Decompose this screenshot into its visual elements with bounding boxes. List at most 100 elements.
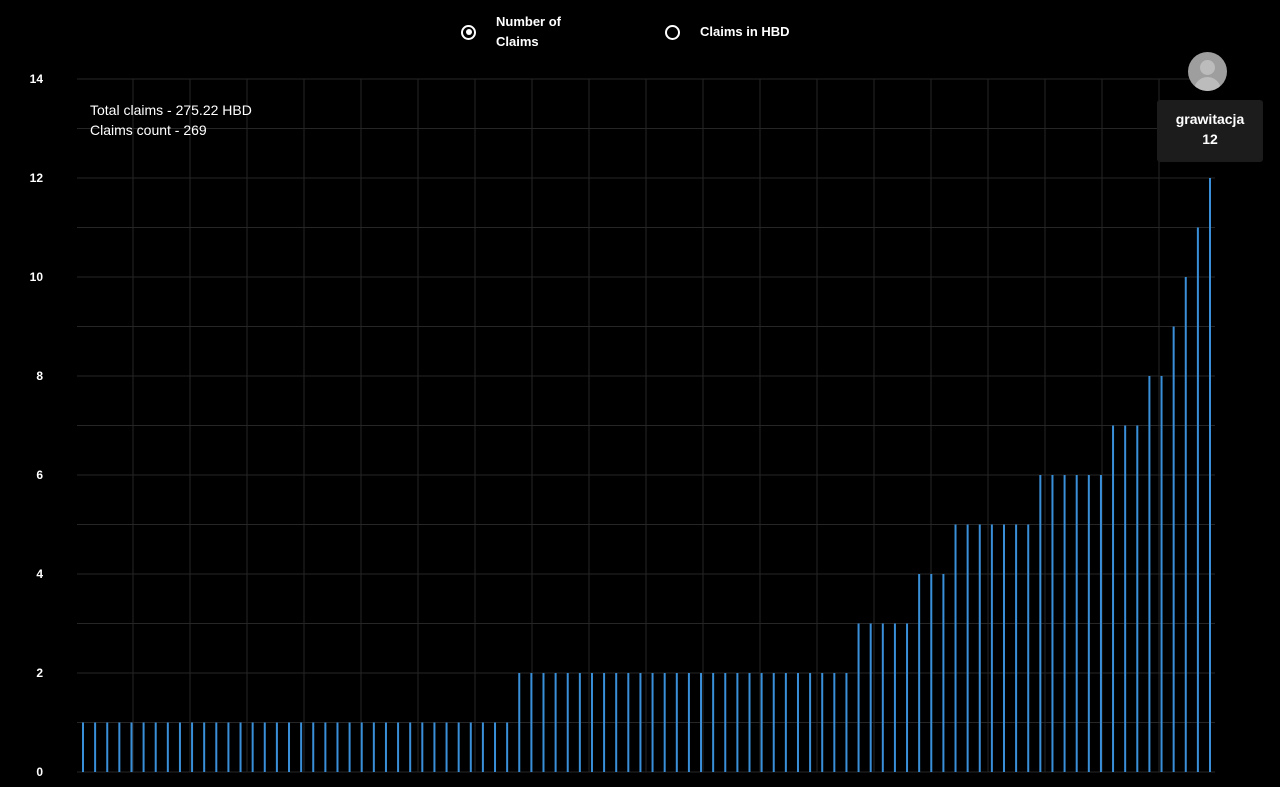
chart-bar[interactable] <box>590 673 593 772</box>
chart-bar[interactable] <box>1172 326 1175 773</box>
chart-bar[interactable] <box>82 722 84 773</box>
chart-bar[interactable] <box>1099 475 1102 772</box>
chart-bar[interactable] <box>203 722 206 773</box>
chart-bar[interactable] <box>130 722 133 773</box>
chart-bar[interactable] <box>748 673 751 772</box>
chart-bar[interactable] <box>239 722 242 773</box>
chart-bar[interactable] <box>772 673 775 772</box>
chart-bar[interactable] <box>1112 425 1115 773</box>
chart-bar[interactable] <box>893 623 896 773</box>
chart-bar[interactable] <box>324 722 327 773</box>
chart-bar[interactable] <box>821 673 824 772</box>
chart-bar[interactable] <box>1027 524 1030 773</box>
chart-bar[interactable] <box>687 673 690 772</box>
chart-bar[interactable] <box>930 574 933 772</box>
chart-bar[interactable] <box>300 722 303 773</box>
chart-bar[interactable] <box>251 722 254 773</box>
chart-bar[interactable] <box>445 722 448 773</box>
chart-bar[interactable] <box>94 722 97 773</box>
chart-bar[interactable] <box>263 722 266 773</box>
chart-bar[interactable] <box>312 722 315 773</box>
chart-bar[interactable] <box>663 673 666 772</box>
chart-bar[interactable] <box>421 722 424 773</box>
chart-bar[interactable] <box>397 722 400 773</box>
chart-bar[interactable] <box>784 673 787 772</box>
chart-bar[interactable] <box>833 673 836 772</box>
chart-bar[interactable] <box>603 673 606 772</box>
chart-bar[interactable] <box>942 574 945 772</box>
chart-bar[interactable] <box>712 673 715 772</box>
chart-bar[interactable] <box>954 524 957 773</box>
chart-bar[interactable] <box>760 673 763 772</box>
chart-bar[interactable] <box>142 722 145 773</box>
chart-bar[interactable] <box>1196 227 1199 773</box>
chart-bar[interactable] <box>530 673 533 772</box>
radio-claims-in-hbd[interactable]: Claims in HBD <box>665 22 790 42</box>
chart-bar[interactable] <box>857 623 860 773</box>
chart-bar[interactable] <box>1039 475 1042 772</box>
chart-bar[interactable] <box>154 722 157 773</box>
chart-bar[interactable] <box>1051 475 1054 772</box>
chart-bar[interactable] <box>1124 425 1127 773</box>
chart-bar[interactable] <box>809 673 812 772</box>
chart-bar[interactable] <box>736 673 739 772</box>
chart-bar[interactable] <box>675 673 678 772</box>
chart-bar[interactable] <box>1015 524 1018 773</box>
chart-bar[interactable] <box>494 722 497 773</box>
chart-bar[interactable] <box>1002 524 1005 773</box>
chart-bar[interactable] <box>966 524 969 773</box>
chart-bar[interactable] <box>481 722 484 773</box>
chart-bar[interactable] <box>906 623 909 773</box>
chart-bar[interactable] <box>384 722 387 773</box>
chart-bar[interactable] <box>166 722 169 773</box>
chart-bar[interactable] <box>1160 376 1163 772</box>
chart-bar[interactable] <box>336 722 339 773</box>
chart-bar[interactable] <box>627 673 630 772</box>
chart-bar[interactable] <box>639 673 642 772</box>
chart-bar[interactable] <box>700 673 703 772</box>
chart-bar[interactable] <box>724 673 727 772</box>
chart-bar[interactable] <box>360 722 363 773</box>
chart-bar[interactable] <box>227 722 230 773</box>
chart-bar[interactable] <box>1063 475 1066 772</box>
chart-bar[interactable] <box>506 722 509 773</box>
chart-bar[interactable] <box>275 722 278 773</box>
chart-bar[interactable] <box>288 722 291 773</box>
chart-bar[interactable] <box>118 722 121 773</box>
chart-bar[interactable] <box>869 623 872 773</box>
radio-selected-icon[interactable] <box>461 24 476 40</box>
chart-bar[interactable] <box>1209 178 1211 772</box>
chart-bar[interactable] <box>433 722 436 773</box>
chart-bar[interactable] <box>409 722 412 773</box>
chart-bar[interactable] <box>348 722 351 773</box>
chart-bar[interactable] <box>457 722 460 773</box>
chart-bar[interactable] <box>651 673 654 772</box>
chart-bar[interactable] <box>542 673 545 772</box>
chart-bar[interactable] <box>518 673 521 772</box>
chart-bar[interactable] <box>845 673 848 772</box>
chart-bar[interactable] <box>1136 425 1139 773</box>
chart-bar[interactable] <box>554 673 557 772</box>
chart-bar[interactable] <box>191 722 194 773</box>
chart-bar[interactable] <box>578 673 581 772</box>
chart-bar[interactable] <box>918 574 921 772</box>
chart-bar[interactable] <box>881 623 884 773</box>
y-tick-label: 12 <box>30 171 44 185</box>
chart-bar[interactable] <box>978 524 981 773</box>
chart-bar[interactable] <box>215 722 218 773</box>
chart-bar[interactable] <box>615 673 618 772</box>
chart-bar[interactable] <box>178 722 181 773</box>
chart-bar[interactable] <box>1148 376 1151 772</box>
chart-bar[interactable] <box>1075 475 1078 772</box>
chart-bar[interactable] <box>469 722 472 773</box>
chart-bar[interactable] <box>990 524 993 773</box>
chart-bar[interactable] <box>1184 277 1187 772</box>
chart-bar[interactable] <box>1087 475 1090 772</box>
chart-bar[interactable] <box>796 673 799 772</box>
chart-bar[interactable] <box>106 722 109 773</box>
radio-number-of-claims[interactable]: Number of Claims <box>461 12 576 52</box>
radio-unselected-icon[interactable] <box>665 24 680 40</box>
chart-bar[interactable] <box>566 673 569 772</box>
chart-bar[interactable] <box>372 722 375 773</box>
